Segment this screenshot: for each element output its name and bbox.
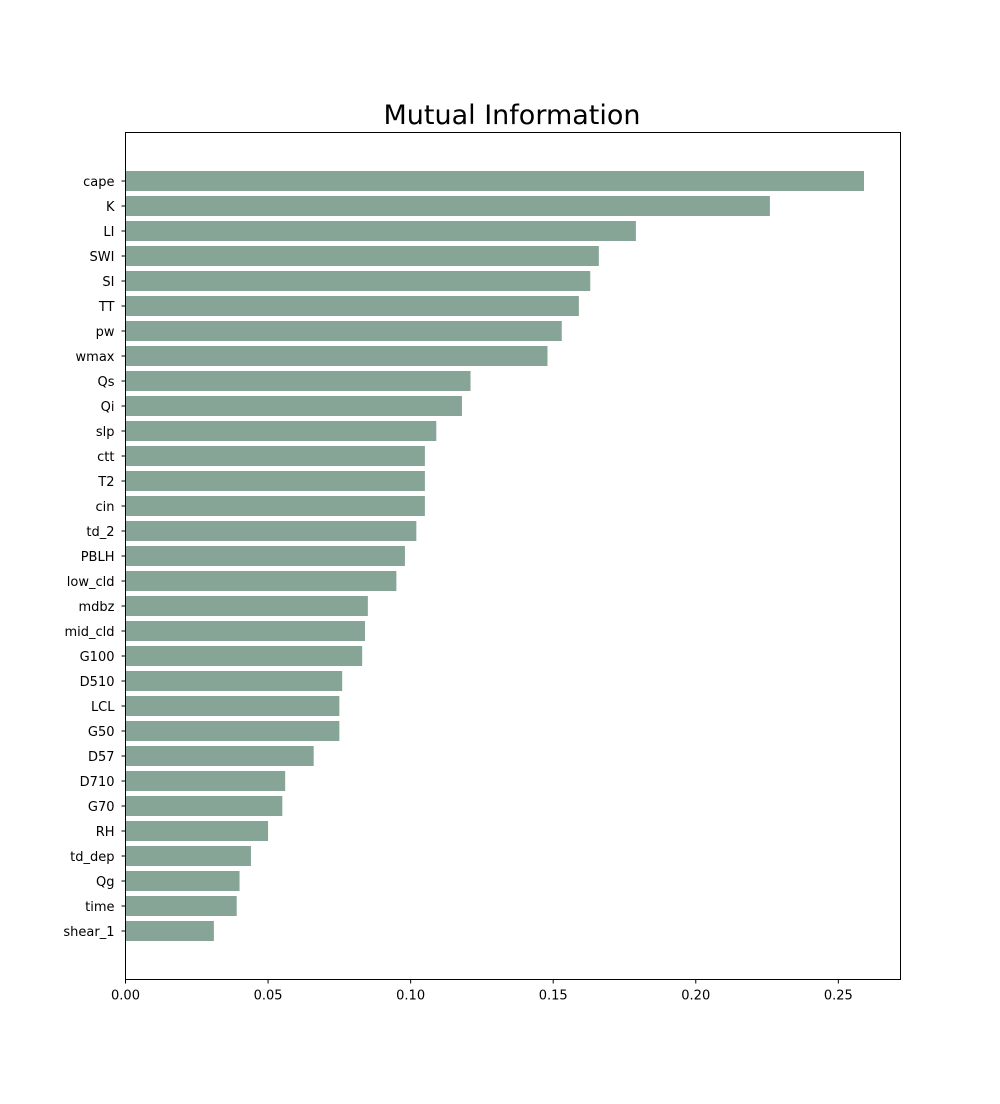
y-tick-label: mid_cld — [64, 625, 114, 640]
bar-si — [125, 271, 591, 291]
x-tick-label: 0.10 — [396, 989, 425, 1004]
bar-td-2 — [125, 521, 417, 541]
bar-lcl — [125, 696, 340, 716]
bar-mid-cld — [125, 621, 366, 641]
bar-t2 — [125, 471, 425, 491]
y-tick-label: cape — [83, 175, 114, 190]
bar-slp — [125, 421, 437, 441]
y-tick-label: D710 — [80, 775, 115, 790]
y-tick-label: D57 — [88, 750, 115, 765]
y-tick-label: G70 — [88, 800, 115, 815]
y-tick-label: TT — [98, 300, 115, 315]
bar-mdbz — [125, 596, 368, 616]
y-tick-label: PBLH — [81, 550, 115, 565]
x-tick-label: 0.25 — [824, 989, 853, 1004]
bar-rh — [125, 821, 269, 841]
y-tick-label: Qi — [101, 400, 115, 415]
y-tick-label: G100 — [80, 650, 115, 665]
x-tick-label: 0.05 — [254, 989, 283, 1004]
y-tick-label: RH — [96, 825, 115, 840]
bar-ctt — [125, 446, 425, 466]
bar-shear-1 — [125, 921, 214, 941]
y-tick-label: slp — [96, 425, 115, 440]
y-tick-label: T2 — [97, 475, 114, 490]
bars-layer — [125, 171, 865, 941]
plot-frame — [125, 132, 901, 980]
y-axis: cape K LI SWI SI TT pw wmax Qs Qi slp ctt T2 cin td_2 P… — [63, 175, 126, 940]
bar-td-dep — [125, 846, 251, 866]
y-tick-label: td_dep — [70, 850, 114, 865]
bar-k — [125, 196, 770, 216]
bar-time — [125, 896, 237, 916]
y-tick-label: td_2 — [86, 525, 114, 540]
x-tick-label: 0.15 — [539, 989, 568, 1004]
bar-pw — [125, 321, 562, 341]
bar-qs — [125, 371, 471, 391]
y-tick-label: LI — [103, 225, 114, 240]
x-tick-label: 0.20 — [681, 989, 710, 1004]
y-tick-label: K — [106, 200, 115, 215]
y-tick-label: G50 — [88, 725, 115, 740]
y-tick-label: Qg — [96, 875, 114, 890]
bar-g100 — [125, 646, 363, 666]
bar-cape — [125, 171, 865, 191]
y-tick-label: wmax — [76, 350, 115, 365]
y-tick-label: D510 — [80, 675, 115, 690]
x-axis: 0.00 0.05 0.10 0.15 0.20 0.25 — [111, 979, 853, 1004]
bar-d510 — [125, 671, 343, 691]
bar-g50 — [125, 721, 340, 741]
bar-d710 — [125, 771, 286, 791]
bar-pblh — [125, 546, 405, 566]
y-tick-label: SWI — [90, 250, 115, 265]
y-tick-label: mdbz — [79, 600, 115, 615]
y-tick-label: Qs — [97, 375, 114, 390]
bar-d57 — [125, 746, 314, 766]
bar-wmax — [125, 346, 548, 366]
bar-qi — [125, 396, 462, 416]
bar-tt — [125, 296, 579, 316]
y-tick-label: low_cld — [67, 575, 115, 590]
bar-li — [125, 221, 636, 241]
bar-cin — [125, 496, 425, 516]
y-tick-label: pw — [96, 325, 115, 340]
y-tick-label: shear_1 — [63, 925, 114, 940]
chart-title: Mutual Information — [383, 100, 640, 131]
y-tick-label: ctt — [97, 450, 114, 465]
y-tick-label: time — [85, 900, 114, 915]
bar-g70 — [125, 796, 283, 816]
y-tick-label: SI — [102, 275, 114, 290]
bar-low-cld — [125, 571, 397, 591]
y-tick-label: cin — [96, 500, 115, 515]
x-tick-label: 0.00 — [111, 989, 140, 1004]
y-tick-label: LCL — [91, 700, 115, 715]
bar-qg — [125, 871, 240, 891]
bar-swi — [125, 246, 599, 266]
